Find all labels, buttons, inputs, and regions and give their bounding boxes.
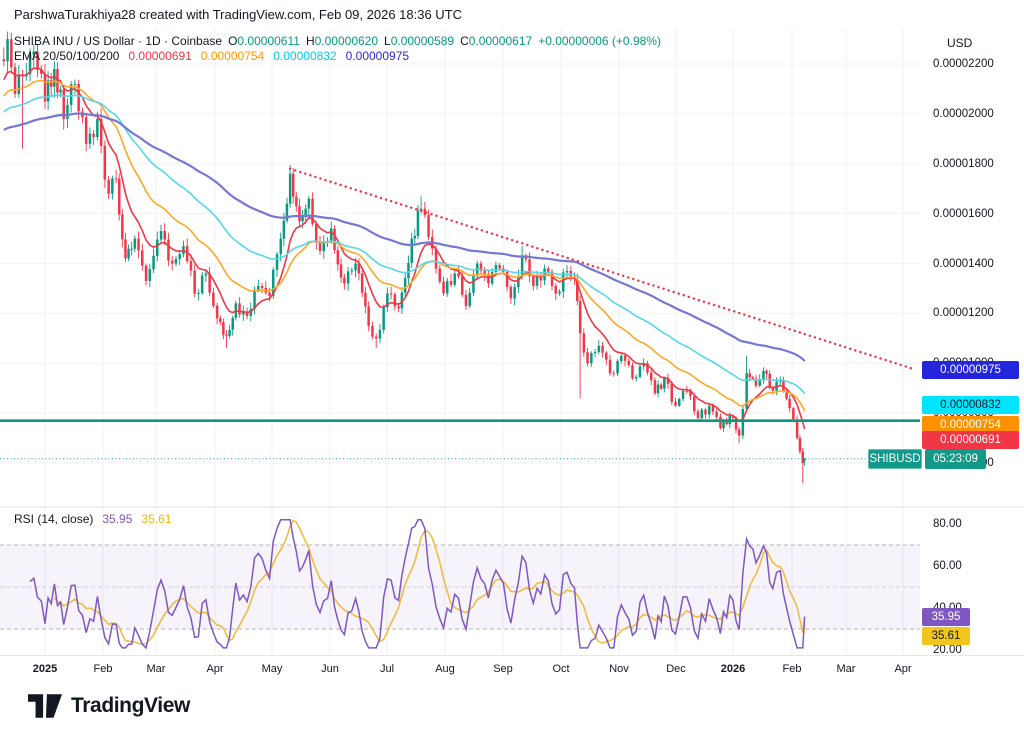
- ohlc-value: 0.00000589: [390, 34, 455, 48]
- ema-legend-row: EMA 20/50/100/200 0.00000691 0.00000754 0.0…: [14, 49, 409, 63]
- time-axis-label: Nov: [609, 663, 629, 675]
- ohlc-key: L: [384, 34, 391, 48]
- change-value: +0.00000006 (+0.98%): [538, 34, 661, 48]
- ohlc-value: 0.00000611: [237, 34, 300, 48]
- tradingview-logo-icon: [28, 694, 62, 718]
- time-axis-label: Jun: [321, 663, 339, 675]
- tradingview-logo[interactable]: TradingView: [28, 694, 190, 718]
- ema-label[interactable]: EMA 20/50/100/200: [14, 49, 120, 63]
- ema-100-line: [3, 94, 806, 395]
- ema-20-line: [3, 67, 806, 430]
- currency-label: USD: [947, 36, 973, 50]
- time-axis-label: Oct: [552, 663, 570, 675]
- time-scale[interactable]: 2025 Feb Mar Apr May Jun Jul Aug Sep Oct Nov Dec 202…: [0, 655, 1024, 684]
- rsi-values: 35.95 35.61: [93, 512, 171, 526]
- time-axis-label: Sep: [493, 663, 513, 675]
- ema-legend-value: 0.00000691: [128, 49, 192, 63]
- time-axis-label: Dec: [666, 663, 686, 675]
- ema-50-line: [3, 79, 806, 412]
- symbol-legend-row: SHIBA INU / US Dollar · 1D · Coinbase O0.…: [14, 34, 661, 48]
- tradingview-logo-text: TradingView: [71, 694, 190, 717]
- time-axis-label: Apr: [894, 663, 912, 675]
- time-axis-label: Feb: [93, 663, 113, 675]
- ema-legend-value: 0.00000832: [273, 49, 337, 63]
- ohlc-key: H: [305, 34, 315, 48]
- symbol-title[interactable]: SHIBA INU / US Dollar · 1D · Coinbase: [14, 34, 223, 48]
- ema-legend-value: 0.00000754: [200, 49, 265, 63]
- descending-trendline[interactable]: [288, 167, 917, 371]
- time-axis-label: Aug: [435, 663, 455, 675]
- rsi-legend-value: 35.61: [141, 512, 172, 526]
- ema-values: 0.00000691 0.00000754 0.00000832 0.00000975: [119, 49, 409, 63]
- rsi-line: [29, 519, 806, 650]
- time-axis-label: 2026: [720, 663, 746, 675]
- ohlc-value: 0.00000620: [314, 34, 379, 48]
- time-axis-label: Apr: [206, 663, 224, 675]
- ohlc-key: O: [228, 34, 238, 48]
- ohlc-value: 0.00000617: [468, 34, 533, 48]
- candlestick-series: [2, 31, 806, 483]
- time-axis-label: May: [261, 663, 283, 675]
- rsi-legend-value: 35.95: [102, 512, 133, 526]
- rsi-label[interactable]: RSI (14, close): [14, 512, 94, 526]
- time-axis-label: 2025: [32, 663, 58, 675]
- ohlc-key: C: [460, 34, 469, 48]
- rsi-legend-row: RSI (14, close) 35.95 35.61: [14, 512, 171, 526]
- time-axis-label: Feb: [782, 663, 802, 675]
- attribution-text: ParshwaTurakhiya28 created with TradingV…: [14, 7, 463, 22]
- ohlc-values: O0.00000611 H0.00000620 L0.00000589 C0.0000…: [222, 34, 532, 48]
- time-axis-label: Mar: [146, 663, 166, 675]
- ema-200-line: [3, 112, 806, 362]
- time-axis-label: Jul: [379, 663, 395, 675]
- ema-legend-value: 0.00000975: [345, 49, 410, 63]
- time-axis-label: Mar: [836, 663, 856, 675]
